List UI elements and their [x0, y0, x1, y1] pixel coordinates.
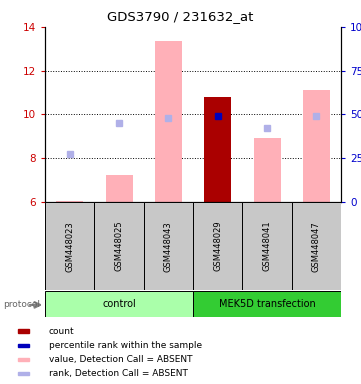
- Bar: [155, 41, 182, 202]
- Text: GSM448041: GSM448041: [263, 221, 271, 271]
- Bar: [243, 202, 292, 290]
- Bar: [45, 291, 193, 317]
- Bar: [18, 329, 29, 333]
- Text: protocol: protocol: [4, 300, 40, 309]
- Text: GSM448029: GSM448029: [213, 221, 222, 271]
- Bar: [253, 138, 281, 202]
- Text: count: count: [49, 327, 74, 336]
- Bar: [105, 175, 133, 202]
- Text: GDS3790 / 231632_at: GDS3790 / 231632_at: [107, 10, 254, 23]
- Bar: [45, 202, 95, 290]
- Bar: [303, 90, 330, 202]
- Text: GSM448043: GSM448043: [164, 221, 173, 271]
- Bar: [292, 202, 341, 290]
- Bar: [18, 344, 29, 347]
- Text: GSM448025: GSM448025: [115, 221, 123, 271]
- Bar: [18, 372, 29, 376]
- Text: control: control: [102, 299, 136, 309]
- Bar: [95, 202, 144, 290]
- Bar: [18, 358, 29, 361]
- Bar: [193, 291, 341, 317]
- Text: percentile rank within the sample: percentile rank within the sample: [49, 341, 202, 350]
- Bar: [144, 202, 193, 290]
- Text: GSM448023: GSM448023: [65, 221, 74, 271]
- Bar: [204, 97, 231, 202]
- Text: MEK5D transfection: MEK5D transfection: [219, 299, 316, 309]
- Text: rank, Detection Call = ABSENT: rank, Detection Call = ABSENT: [49, 369, 188, 378]
- Bar: [193, 202, 243, 290]
- Bar: [56, 200, 83, 202]
- Text: GSM448047: GSM448047: [312, 221, 321, 271]
- Text: value, Detection Call = ABSENT: value, Detection Call = ABSENT: [49, 355, 192, 364]
